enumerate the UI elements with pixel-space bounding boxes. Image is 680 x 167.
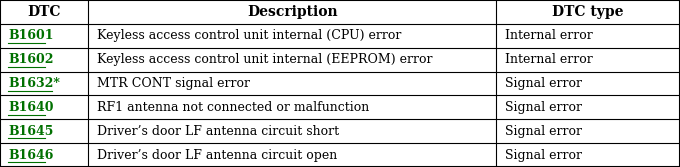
Text: Signal error: Signal error xyxy=(505,125,581,138)
Text: Internal error: Internal error xyxy=(505,29,592,42)
Text: Keyless access control unit internal (EEPROM) error: Keyless access control unit internal (EE… xyxy=(97,53,432,66)
Text: Driver’s door LF antenna circuit open: Driver’s door LF antenna circuit open xyxy=(97,149,337,161)
Text: Description: Description xyxy=(247,5,338,19)
Text: DTC type: DTC type xyxy=(552,5,624,19)
Text: B1602: B1602 xyxy=(8,53,54,66)
Text: RF1 antenna not connected or malfunction: RF1 antenna not connected or malfunction xyxy=(97,101,369,114)
Text: MTR CONT signal error: MTR CONT signal error xyxy=(97,77,250,90)
Text: DTC: DTC xyxy=(27,5,61,19)
Text: Keyless access control unit internal (CPU) error: Keyless access control unit internal (CP… xyxy=(97,29,401,42)
Text: B1632*: B1632* xyxy=(8,77,60,90)
Text: Driver’s door LF antenna circuit short: Driver’s door LF antenna circuit short xyxy=(97,125,339,138)
Text: B1640: B1640 xyxy=(8,101,54,114)
Text: Signal error: Signal error xyxy=(505,77,581,90)
Text: B1646: B1646 xyxy=(8,149,54,161)
Text: B1601: B1601 xyxy=(8,29,54,42)
Text: B1645: B1645 xyxy=(8,125,54,138)
Text: Signal error: Signal error xyxy=(505,101,581,114)
Text: Signal error: Signal error xyxy=(505,149,581,161)
Text: Internal error: Internal error xyxy=(505,53,592,66)
